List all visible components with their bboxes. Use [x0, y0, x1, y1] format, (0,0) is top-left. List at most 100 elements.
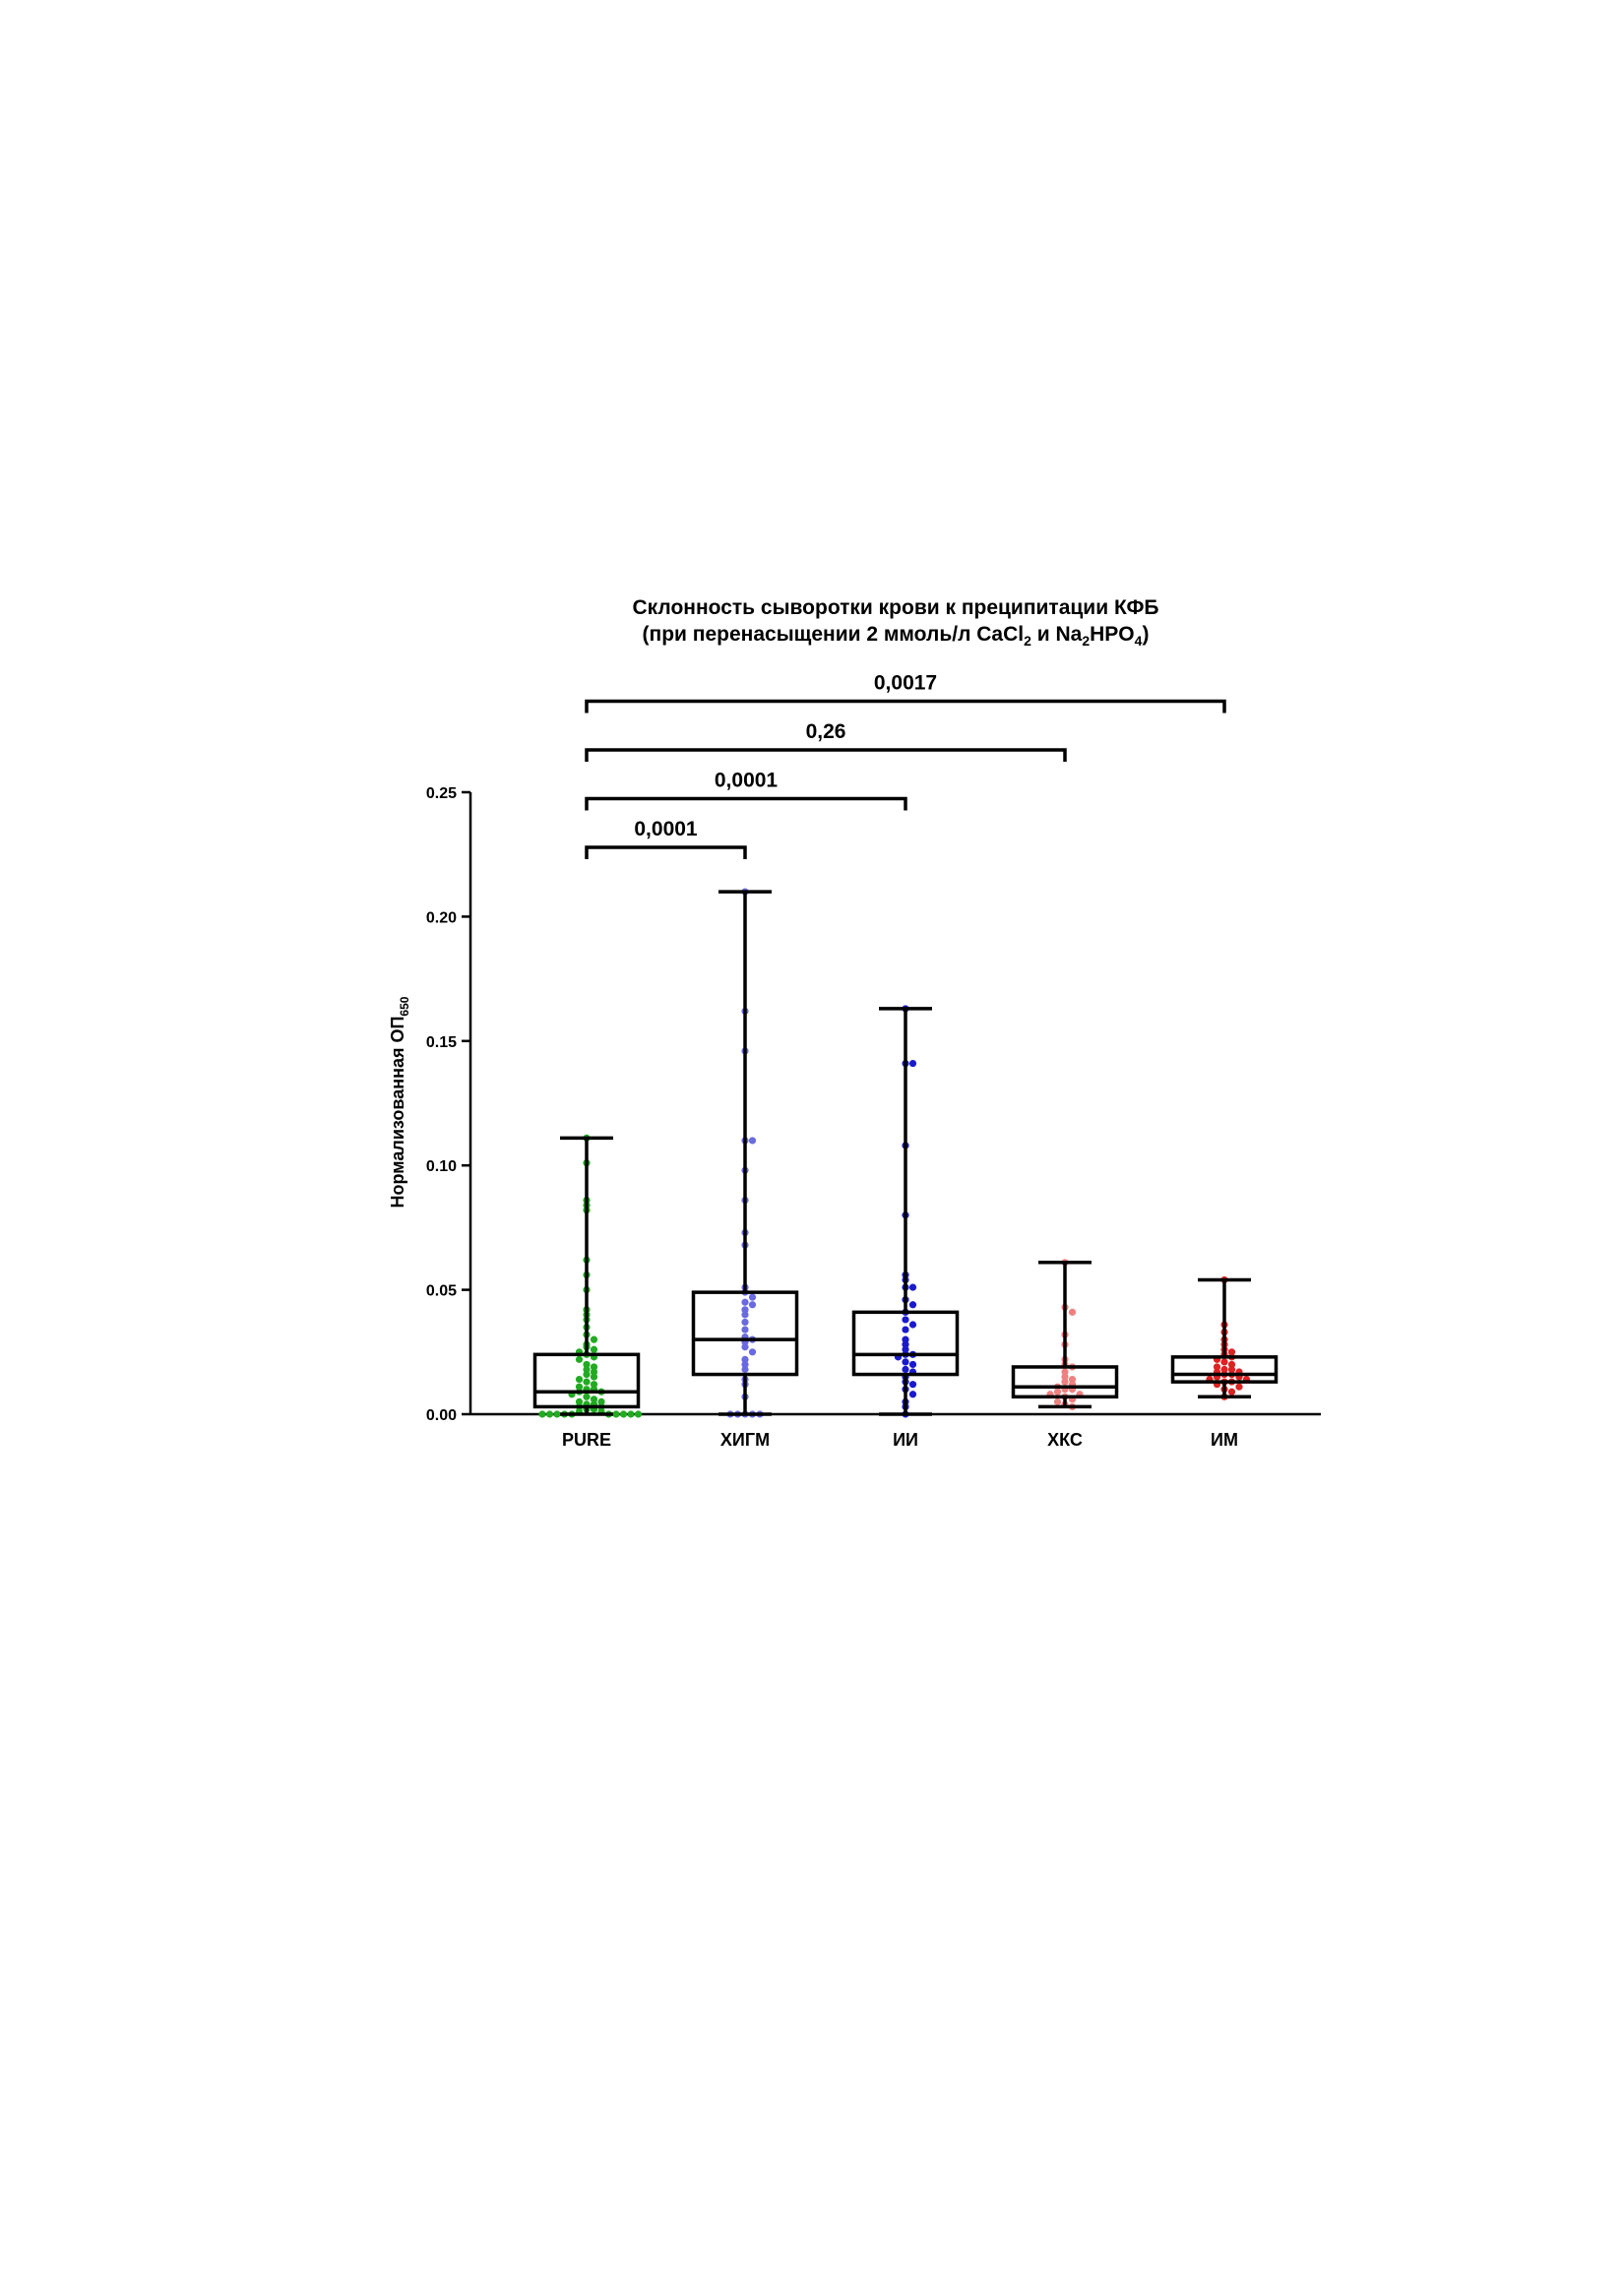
y-tick-label: 0.20 — [426, 909, 457, 926]
data-point — [902, 1340, 909, 1348]
significance-bracket — [585, 748, 1067, 762]
data-point — [741, 1298, 749, 1306]
data-point — [908, 1391, 917, 1398]
significance-bracket — [585, 796, 907, 811]
title-part: HPO — [1090, 623, 1135, 646]
p-value-label: 0,0001 — [715, 770, 779, 792]
data-point — [741, 1343, 749, 1351]
data-point — [741, 1318, 749, 1327]
box — [1170, 1355, 1279, 1384]
data-point — [627, 1410, 635, 1418]
p-value-label: 0,0001 — [634, 818, 698, 840]
data-point — [1053, 1388, 1062, 1396]
x-tick-label: ИМ — [1211, 1430, 1238, 1450]
box — [691, 1290, 799, 1377]
chart-subtitle: (при перенасыщении 2 ммоль/л CaCl2 и Na2… — [643, 623, 1150, 649]
significance-bracket — [585, 699, 1226, 714]
data-point — [612, 1410, 620, 1418]
data-point — [748, 1301, 757, 1309]
p-value-label: 0,0017 — [874, 672, 937, 695]
title-part: и Na — [1031, 623, 1083, 646]
data-point — [1227, 1348, 1236, 1356]
data-point — [619, 1410, 628, 1418]
x-tick-label: ХИГМ — [720, 1430, 770, 1450]
data-point — [908, 1381, 917, 1389]
data-point — [583, 1365, 591, 1374]
data-point — [575, 1397, 584, 1405]
data-point — [741, 1306, 749, 1314]
chart-title: Склонность сыворотки крови к преципитаци… — [632, 596, 1158, 619]
title-part: (при перенасыщении 2 ммоль/л CaCl — [643, 623, 1025, 646]
data-point — [590, 1396, 598, 1403]
data-point — [1061, 1373, 1069, 1381]
data-point — [1220, 1365, 1228, 1374]
data-point — [902, 1345, 909, 1353]
y-tick-label: 0.05 — [426, 1283, 457, 1300]
y-tick-label: 0.00 — [426, 1407, 457, 1424]
p-value-label: 0,26 — [806, 720, 846, 743]
box — [851, 1310, 960, 1377]
data-point — [590, 1363, 598, 1371]
data-point — [1227, 1360, 1236, 1369]
data-point — [538, 1410, 546, 1418]
data-point — [590, 1335, 598, 1343]
data-point — [1061, 1368, 1069, 1376]
data-point — [902, 1326, 909, 1334]
data-point — [902, 1316, 909, 1324]
data-point — [1061, 1378, 1069, 1386]
y-tick-label: 0.25 — [426, 785, 457, 802]
data-point — [590, 1373, 598, 1381]
data-point — [575, 1376, 584, 1384]
subscript: 4 — [1135, 633, 1143, 649]
data-point — [583, 1370, 591, 1379]
y-tick-label: 0.10 — [426, 1158, 457, 1175]
data-point — [741, 1326, 749, 1334]
data-point — [902, 1358, 909, 1366]
subscript: 2 — [1082, 633, 1090, 649]
data-point — [634, 1410, 643, 1418]
data-point — [590, 1368, 598, 1376]
data-point — [545, 1410, 554, 1418]
data-point — [908, 1360, 917, 1369]
x-tick-label: PURE — [562, 1430, 611, 1450]
subscript: 2 — [1024, 633, 1031, 649]
data-point — [748, 1348, 757, 1356]
data-point — [575, 1383, 584, 1391]
data-point — [908, 1301, 917, 1309]
data-point — [1220, 1358, 1228, 1366]
data-point — [1227, 1365, 1236, 1374]
data-point — [1068, 1376, 1077, 1384]
data-point — [741, 1355, 749, 1363]
significance-bracket — [585, 845, 747, 859]
data-point — [1227, 1388, 1236, 1396]
data-point — [908, 1321, 917, 1329]
data-point — [590, 1345, 598, 1353]
y-tick-label: 0.15 — [426, 1034, 457, 1051]
y-label-text: Нормализованная ОП — [388, 1017, 407, 1209]
data-point — [583, 1378, 591, 1386]
data-point — [908, 1283, 917, 1291]
data-point — [590, 1381, 598, 1389]
title-part: ) — [1142, 623, 1149, 646]
box — [1011, 1365, 1119, 1399]
data-point — [748, 1137, 757, 1145]
data-point — [583, 1360, 591, 1369]
data-point — [1053, 1397, 1062, 1405]
data-point — [1213, 1363, 1221, 1371]
data-point — [575, 1355, 584, 1363]
data-point — [553, 1410, 561, 1418]
data-point — [597, 1397, 605, 1405]
data-point — [748, 1293, 757, 1301]
data-point — [1235, 1383, 1243, 1391]
data-point — [1068, 1308, 1077, 1316]
subscript: 650 — [398, 996, 411, 1016]
data-point — [583, 1393, 591, 1400]
x-tick-label: ХКС — [1047, 1430, 1083, 1450]
data-point — [741, 1311, 749, 1319]
data-point — [902, 1365, 909, 1374]
x-tick-label: ИИ — [893, 1430, 918, 1450]
data-point — [908, 1059, 917, 1068]
data-point — [902, 1335, 909, 1343]
